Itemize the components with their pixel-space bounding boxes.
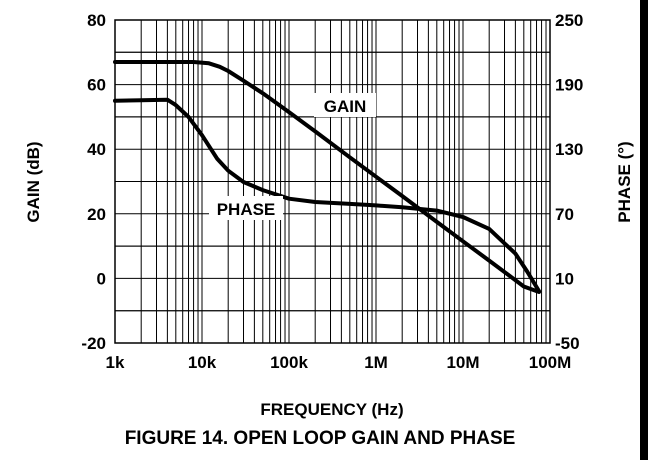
plot-frame — [114, 19, 551, 344]
y2-tick-label: 130 — [555, 140, 583, 159]
series-layer — [113, 60, 542, 294]
ticks-layer: 1k 10k 100k 1M 10M 100M 80 60 40 20 0 -20 250 190 130 7… — [81, 11, 583, 372]
y2-tick-label: -50 — [555, 334, 580, 353]
x-tick-label: 100M — [529, 353, 572, 372]
phase-curve — [113, 97, 542, 294]
x-tick-label: 10k — [188, 353, 217, 372]
y2-tick-label: 250 — [555, 11, 583, 30]
y2-tick-label: 190 — [555, 76, 583, 95]
labels-layer: GAIN PHASE — [209, 93, 376, 220]
x-tick-label: 100k — [270, 353, 308, 372]
y-tick-label: 60 — [87, 76, 106, 95]
chart: GAIN PHASE 1k 10k 100k 1M 10M 100M 80 60 40 20 0 -20… — [24, 11, 634, 419]
y-tick-label: 40 — [87, 140, 106, 159]
gain-label: GAIN — [324, 97, 367, 116]
y-tick-label: 20 — [87, 205, 106, 224]
x-tick-label: 10M — [446, 353, 479, 372]
y-tick-label: 0 — [97, 269, 106, 288]
phase-label-bg — [209, 196, 283, 220]
x-tick-label: 1M — [364, 353, 388, 372]
grid — [115, 20, 550, 343]
y-tick-label: -20 — [81, 334, 106, 353]
y2-tick-label: 70 — [555, 205, 574, 224]
y2-axis-title: PHASE (°) — [615, 141, 634, 222]
x-tick-label: 1k — [106, 353, 125, 372]
figure-caption: FIGURE 14. OPEN LOOP GAIN AND PHASE — [124, 428, 516, 449]
gain-label-bg — [314, 93, 376, 117]
y2-tick-label: 10 — [555, 269, 574, 288]
phase-label: PHASE — [217, 200, 276, 219]
gain-curve — [113, 60, 542, 294]
x-axis-title: FREQUENCY (Hz) — [260, 400, 403, 419]
y-tick-label: 80 — [87, 11, 106, 30]
y-axis-title: GAIN (dB) — [24, 141, 43, 222]
